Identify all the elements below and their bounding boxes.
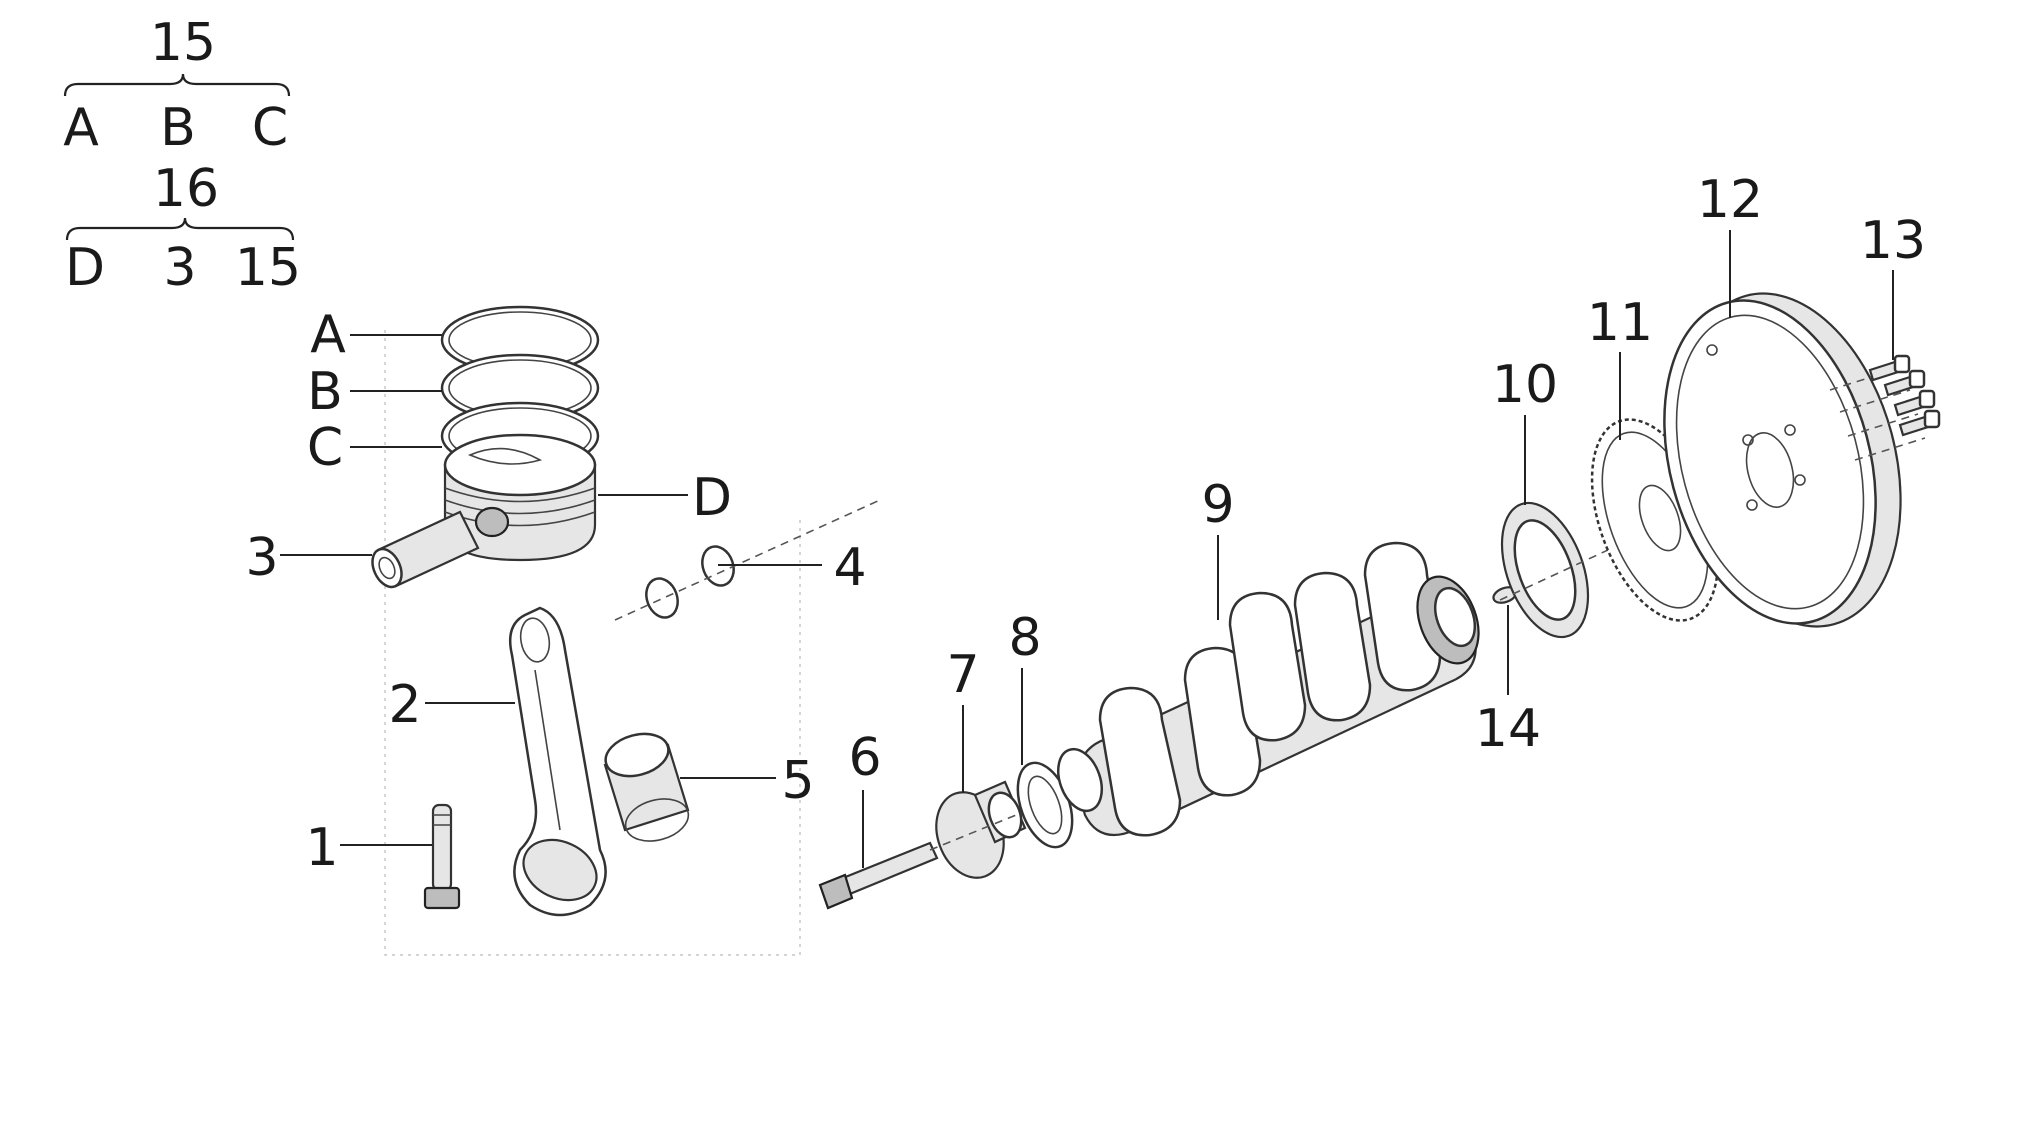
crankshaft-hub [929, 780, 1091, 879]
connecting-rod [508, 606, 607, 917]
legend-15-member-c: C [252, 98, 288, 158]
legend-15-number: 15 [150, 13, 216, 73]
callout-front-seal: 8 [1008, 608, 1041, 668]
legend-15-member-b: B [160, 98, 196, 158]
pulley-bolt [818, 841, 939, 910]
legend-16-member-3: 3 [163, 238, 196, 298]
callout-rod-bolt: 1 [305, 818, 338, 878]
legend-16-member-d: D [65, 238, 105, 298]
legend-16-number: 16 [153, 159, 219, 219]
rod-bolt [423, 803, 461, 910]
callout-rear-seal: 10 [1492, 355, 1558, 415]
callout-rod-bushing: 5 [781, 751, 814, 811]
callout-crankshaft: 9 [1201, 475, 1234, 535]
callout-piston: D [692, 468, 732, 528]
callout-flywheel-bolts: 13 [1860, 211, 1926, 271]
legend-15-brace [63, 73, 291, 97]
piston-pin [371, 510, 480, 589]
legend-15-member-a: A [63, 98, 99, 158]
callout-circlip: 4 [833, 538, 866, 598]
rear-seal [1499, 474, 1771, 639]
callout-ring-c: C [307, 418, 343, 478]
piston-ring-b [440, 353, 600, 423]
callout-pulley-bolt: 6 [848, 728, 881, 788]
callout-reluctor-ring: 11 [1587, 293, 1653, 353]
leader-lines [280, 230, 1894, 868]
legend-16-member-15: 15 [235, 238, 301, 298]
callout-piston-pin: 3 [245, 528, 278, 588]
circlip-pair [614, 499, 881, 621]
legend-group-15: 15 A B C [63, 13, 291, 158]
callout-connecting-rod: 2 [388, 675, 421, 735]
flywheel-bolts [1829, 354, 1941, 461]
callout-flywheel: 12 [1697, 170, 1763, 230]
legend-group-16: 16 D 3 15 [65, 159, 301, 298]
callout-hub: 7 [946, 645, 979, 705]
callout-dowel-pin: 14 [1475, 699, 1541, 759]
crankshaft [1057, 541, 1480, 837]
callout-ring-a: A [310, 305, 346, 365]
callout-ring-b: B [307, 362, 343, 422]
legend-16-brace [65, 217, 295, 241]
rod-bushing [603, 732, 690, 842]
piston-group-frame [384, 330, 801, 956]
flywheel [1663, 292, 1902, 628]
front-seal [1016, 761, 1074, 849]
